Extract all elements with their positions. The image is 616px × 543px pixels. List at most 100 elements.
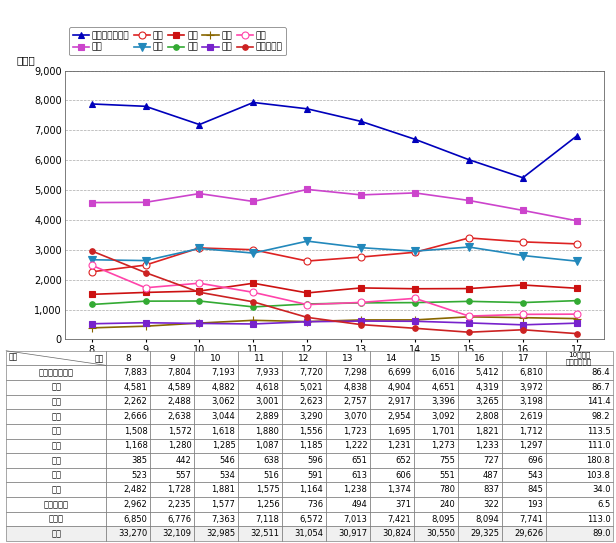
Text: 12: 12 [298, 353, 309, 363]
Bar [6, 526, 106, 541]
Text: 29,626: 29,626 [514, 529, 543, 538]
Bar [150, 526, 194, 541]
Bar [106, 512, 150, 526]
Bar [282, 497, 326, 512]
Bar [414, 526, 458, 541]
Text: 1,881: 1,881 [211, 485, 235, 494]
Bar [106, 453, 150, 468]
Bar [6, 439, 106, 453]
Bar [501, 351, 546, 365]
Text: 523: 523 [132, 471, 147, 479]
Bar [458, 453, 501, 468]
Text: 591: 591 [307, 471, 323, 479]
Bar [458, 424, 501, 439]
Bar [6, 380, 106, 395]
Text: 113.0: 113.0 [586, 515, 610, 523]
Text: 1,577: 1,577 [211, 500, 235, 509]
Text: 16: 16 [474, 353, 485, 363]
Text: 7,193: 7,193 [211, 368, 235, 377]
Bar [501, 380, 546, 395]
Bar [414, 483, 458, 497]
Bar [546, 380, 613, 395]
Text: 30,550: 30,550 [426, 529, 455, 538]
Bar [414, 395, 458, 409]
Bar [414, 497, 458, 512]
Text: 487: 487 [483, 471, 499, 479]
Text: 2,917: 2,917 [387, 397, 411, 407]
Bar [326, 468, 370, 483]
Text: 33,270: 33,270 [118, 529, 147, 538]
Bar [282, 395, 326, 409]
Bar [194, 526, 238, 541]
Bar [546, 365, 613, 380]
Bar [414, 453, 458, 468]
Bar [414, 439, 458, 453]
Text: 1,168: 1,168 [124, 441, 147, 450]
Text: 34.0: 34.0 [592, 485, 610, 494]
Bar [326, 395, 370, 409]
Text: 1,821: 1,821 [476, 427, 499, 435]
Bar [282, 512, 326, 526]
Bar [150, 365, 194, 380]
Bar [282, 439, 326, 453]
Bar [150, 395, 194, 409]
Bar [458, 439, 501, 453]
Text: 89.0: 89.0 [592, 529, 610, 538]
Bar [458, 380, 501, 395]
Text: 6,810: 6,810 [519, 368, 543, 377]
Bar [501, 468, 546, 483]
Text: 551: 551 [439, 471, 455, 479]
Bar [326, 380, 370, 395]
Bar [282, 409, 326, 424]
Bar [238, 468, 282, 483]
Text: 2,482: 2,482 [124, 485, 147, 494]
Text: 727: 727 [483, 456, 499, 465]
Bar [458, 526, 501, 541]
Bar [194, 439, 238, 453]
Text: 1,701: 1,701 [431, 427, 455, 435]
Bar [6, 424, 106, 439]
Bar [546, 483, 613, 497]
Text: 113.5: 113.5 [586, 427, 610, 435]
Bar [194, 380, 238, 395]
Text: 736: 736 [307, 500, 323, 509]
Text: 3,972: 3,972 [519, 383, 543, 392]
Text: 1,238: 1,238 [343, 485, 367, 494]
Text: 7,013: 7,013 [343, 515, 367, 523]
Text: 3,070: 3,070 [343, 412, 367, 421]
Bar [546, 395, 613, 409]
Bar [326, 351, 370, 365]
Text: 4,589: 4,589 [168, 383, 192, 392]
Text: 3,062: 3,062 [211, 397, 235, 407]
Text: 7,118: 7,118 [256, 515, 280, 523]
Bar [326, 526, 370, 541]
Text: 6,850: 6,850 [124, 515, 147, 523]
Text: 2,262: 2,262 [124, 397, 147, 407]
Bar [194, 512, 238, 526]
Bar [546, 453, 613, 468]
Bar [6, 365, 106, 380]
Text: 7,804: 7,804 [168, 368, 192, 377]
Bar [106, 365, 150, 380]
Text: 7,720: 7,720 [299, 368, 323, 377]
Text: 322: 322 [483, 500, 499, 509]
Text: 1,728: 1,728 [168, 485, 192, 494]
Bar [106, 439, 150, 453]
Bar [106, 380, 150, 395]
Bar [501, 497, 546, 512]
Text: 15: 15 [430, 353, 442, 363]
Bar [458, 409, 501, 424]
Text: 86.7: 86.7 [592, 383, 610, 392]
Text: 賭博: 賭博 [51, 485, 61, 494]
Bar [106, 526, 150, 541]
Text: 613: 613 [351, 471, 367, 479]
Bar [546, 424, 613, 439]
Bar [546, 497, 613, 512]
Bar [194, 395, 238, 409]
Bar [326, 497, 370, 512]
Text: 6.5: 6.5 [597, 500, 610, 509]
Bar [546, 439, 613, 453]
Bar [501, 526, 546, 541]
Text: 1,222: 1,222 [344, 441, 367, 450]
Text: （人）: （人） [16, 55, 35, 65]
